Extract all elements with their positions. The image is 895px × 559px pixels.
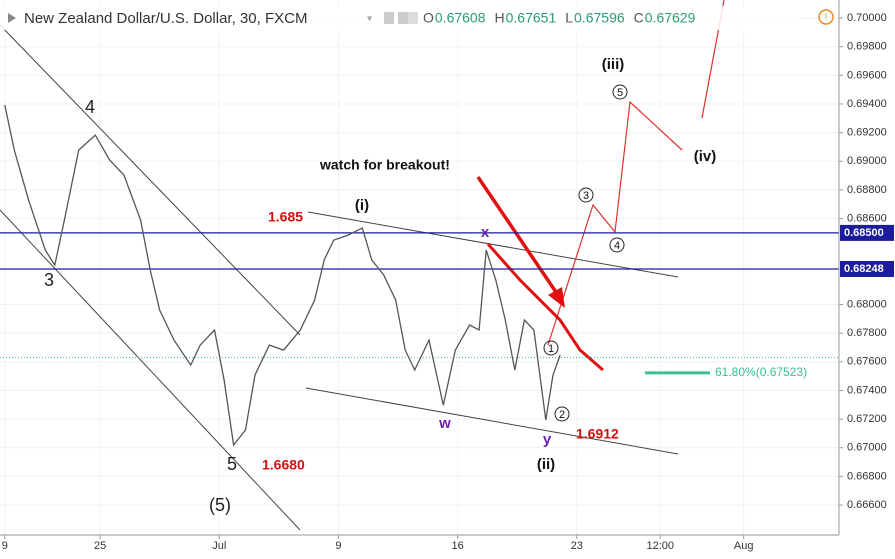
circle bbox=[554, 406, 570, 422]
level-tag-label: 0.68500 bbox=[844, 227, 884, 239]
y-tick-label: 0.66600 bbox=[847, 499, 887, 511]
grid bbox=[0, 0, 839, 535]
trendline bbox=[0, 24, 301, 336]
ohlc-key: L bbox=[565, 10, 573, 26]
circled-label: 2 bbox=[559, 409, 565, 421]
wave-label: (iv) bbox=[694, 148, 717, 165]
wave-label: y bbox=[543, 431, 552, 448]
y-tick-label: 0.66800 bbox=[847, 470, 887, 482]
price-note: 1.6680 bbox=[262, 457, 305, 473]
y-tick-label: 0.68600 bbox=[847, 212, 887, 224]
resistance-curve bbox=[486, 243, 604, 372]
circled-label: 1 bbox=[548, 343, 554, 355]
circle bbox=[543, 340, 559, 356]
wave-label: 3 bbox=[44, 270, 54, 290]
circled-label: 3 bbox=[583, 190, 589, 202]
projection bbox=[547, 100, 683, 346]
x-tick-label: 9 bbox=[335, 540, 341, 552]
wave-label: (iii) bbox=[602, 56, 625, 73]
symbol-title: New Zealand Dollar/U.S. Dollar, 30, FXCM bbox=[24, 10, 307, 27]
circled-label: 4 bbox=[614, 240, 620, 252]
fib-label: 61.80%(0.67523) bbox=[715, 365, 807, 379]
level-tag bbox=[840, 224, 894, 241]
y-tick-label: 0.67200 bbox=[847, 413, 887, 425]
x-tick-label: 25 bbox=[94, 540, 106, 552]
menu-icon[interactable]: ▾ bbox=[367, 14, 372, 25]
x-tick-label: Aug bbox=[734, 540, 754, 552]
level-tag bbox=[840, 261, 894, 278]
y-tick-label: 0.68000 bbox=[847, 298, 887, 310]
trendline bbox=[0, 209, 301, 531]
y-tick-label: 0.68800 bbox=[847, 184, 887, 196]
arrowhead bbox=[548, 287, 565, 308]
ohlc-key: O bbox=[423, 10, 434, 26]
circle bbox=[578, 187, 594, 203]
ohlc-key: H bbox=[495, 10, 505, 26]
ohlc-value: 0.67629 bbox=[645, 10, 696, 26]
x-tick-label: 12:00 bbox=[646, 540, 674, 552]
wave-label: (ii) bbox=[537, 456, 555, 473]
x-tick-label: Jul bbox=[212, 540, 226, 552]
circled-label: 5 bbox=[617, 87, 623, 99]
ohlc-key: C bbox=[634, 10, 644, 26]
plot: 61.80%(0.67523) bbox=[0, 104, 839, 447]
y-tick-label: 0.69200 bbox=[847, 127, 887, 139]
ohlc-value: 0.67596 bbox=[574, 10, 625, 26]
ohlc-value: 0.67608 bbox=[435, 10, 486, 26]
x-tick-label: 9 bbox=[2, 540, 8, 552]
y-tick-label: 0.70000 bbox=[847, 12, 887, 24]
level-tag-label: 0.68248 bbox=[844, 263, 884, 275]
ohlc-value: 0.67651 bbox=[506, 10, 557, 26]
y-tick-label: 0.67000 bbox=[847, 442, 887, 454]
x-tick-label: 16 bbox=[452, 540, 464, 552]
trendline bbox=[305, 387, 679, 455]
collapse-icon[interactable] bbox=[8, 13, 16, 23]
y-tick-label: 0.67400 bbox=[847, 384, 887, 396]
y-tick-label: 0.67800 bbox=[847, 327, 887, 339]
wave-label: x bbox=[481, 224, 490, 241]
wave-label: (5) bbox=[209, 495, 231, 515]
price-note: 1.6912 bbox=[576, 426, 619, 442]
price-line bbox=[4, 104, 561, 447]
y-tick-label: 0.69600 bbox=[847, 69, 887, 81]
circled-labels bbox=[543, 84, 628, 422]
alert-icon[interactable] bbox=[818, 9, 834, 25]
alert-icon-mark: ! bbox=[825, 13, 828, 24]
circle bbox=[609, 237, 625, 253]
trendline bbox=[307, 211, 679, 278]
wave-label: 5 bbox=[227, 454, 237, 474]
y-tick-label: 0.67600 bbox=[847, 356, 887, 368]
circle bbox=[612, 84, 628, 100]
y-tick-label: 0.69000 bbox=[847, 155, 887, 167]
icon[interactable] bbox=[384, 12, 394, 24]
wave-label: (i) bbox=[355, 197, 369, 214]
x-tick-label: 23 bbox=[571, 540, 583, 552]
ohlc: O 0.67608 H 0.67651 L 0.67596 C 0.67629 bbox=[423, 10, 696, 26]
icon[interactable] bbox=[398, 12, 408, 24]
wave-label: w bbox=[438, 415, 451, 432]
y-tick-label: 0.69400 bbox=[847, 98, 887, 110]
price-note: 1.685 bbox=[268, 209, 303, 225]
callout: watch for breakout! bbox=[319, 157, 450, 173]
y-tick-label: 0.69800 bbox=[847, 41, 887, 53]
wave-label: 4 bbox=[85, 97, 95, 117]
axes: 0.70000 0.69800 0.69600 0.69400 0.69200 0.690… bbox=[2, 12, 894, 552]
icon[interactable] bbox=[408, 12, 418, 24]
arrow bbox=[476, 176, 562, 299]
